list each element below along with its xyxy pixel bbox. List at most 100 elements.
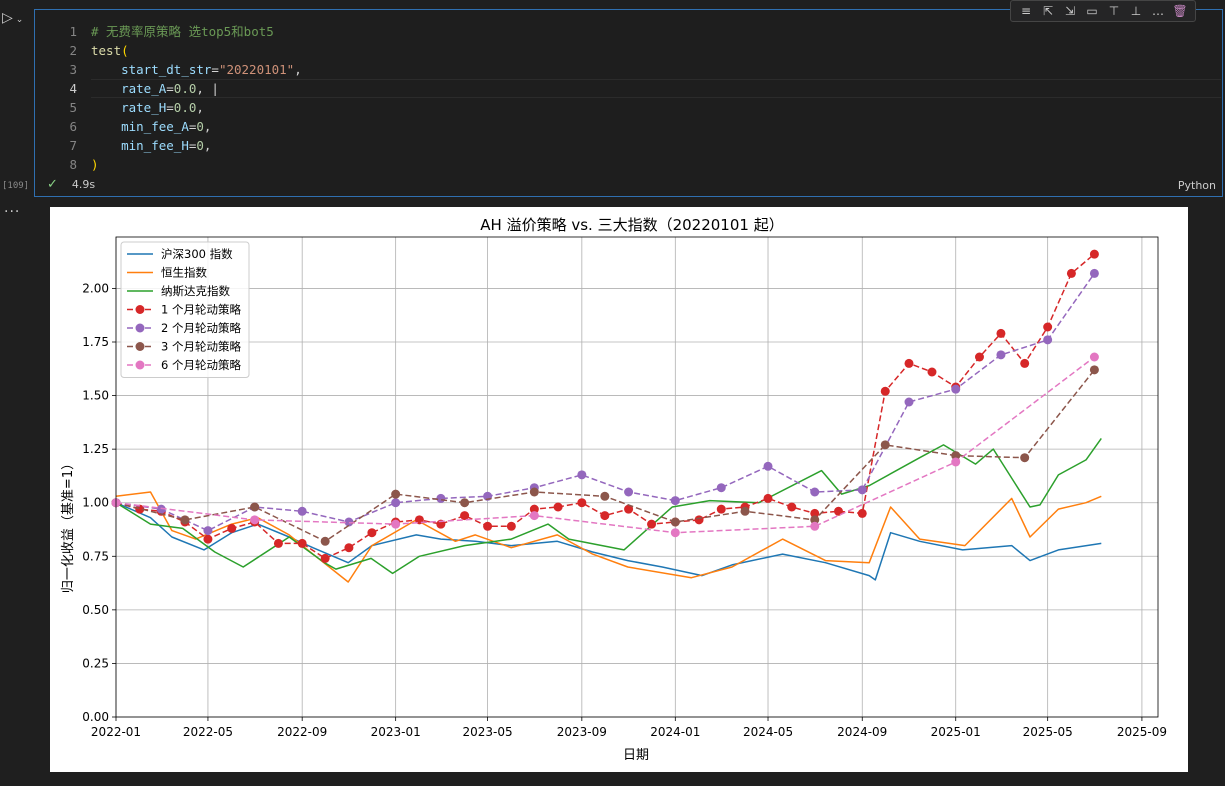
code-line[interactable]: 8) [35, 155, 302, 174]
data-point [951, 384, 961, 394]
data-point [600, 491, 610, 501]
line-number: 8 [69, 157, 77, 172]
data-point [857, 508, 867, 518]
exec-time: 4.9s [71, 178, 96, 191]
x-tick-label: 2022-05 [183, 725, 233, 739]
plot-frame [115, 236, 1159, 718]
y-tick-label: 0.75 [82, 549, 109, 563]
data-point [460, 498, 470, 508]
data-point [529, 504, 539, 514]
run-below-icon[interactable]: ⇲ [1064, 4, 1076, 18]
code-text: min_fee_A=0, [91, 117, 211, 136]
y-tick-label: 0.00 [82, 710, 109, 724]
line-number: 6 [69, 119, 77, 134]
code-token [91, 62, 121, 77]
data-point [180, 515, 190, 525]
cell-status: ✓ 4.9s [47, 177, 95, 192]
data-point [391, 519, 401, 529]
chevron-down-icon[interactable]: ⌄ [15, 15, 24, 25]
legend-label: 3 个月轮动策略 [161, 340, 241, 354]
x-tick-label: 2024-01 [650, 725, 700, 739]
code-line[interactable]: 1 # 无费率原策略 选top5和bot5 [35, 22, 302, 41]
data-point [904, 358, 914, 368]
code-token: = [188, 138, 197, 153]
y-tick-label: 0.25 [82, 656, 109, 670]
cell-toolbar: ≡ ⇱ ⇲ ▭ ⊤ ⊥ … 🗑 [1010, 0, 1196, 22]
x-tick-label: 2023-05 [463, 725, 513, 739]
code-token: min_fee_H [121, 138, 189, 153]
code-token: # 无费率原策略 选top5和bot5 [91, 24, 274, 39]
code-cell[interactable]: ≡ ⇱ ⇲ ▭ ⊤ ⊥ … 🗑 1 # 无费率原策略 选top5和bot5 2 tes… [34, 0, 1223, 197]
language-label[interactable]: Python [1177, 179, 1216, 192]
code-token: ) [91, 157, 99, 172]
data-point [763, 493, 773, 503]
legend-marker [135, 305, 145, 314]
code-line[interactable]: 6 min_fee_A=0, [35, 117, 302, 136]
data-point [460, 511, 470, 521]
code-token: 0.0 [173, 100, 197, 115]
legend-label: 沪深300 指数 [161, 247, 233, 261]
code-token [91, 100, 121, 115]
code-line[interactable]: 7 min_fee_H=0, [35, 136, 302, 155]
y-axis-label: 归一化收益（基准=1） [61, 457, 76, 593]
data-point [624, 487, 634, 497]
code-text: # 无费率原策略 选top5和bot5 [91, 22, 274, 41]
data-point [670, 528, 680, 538]
output-more-icon[interactable]: ··· [4, 204, 21, 220]
data-point [974, 352, 984, 362]
cell-gutter: ▷ ⌄ [109] ··· [0, 0, 34, 786]
data-point [320, 553, 330, 563]
code-token: = [166, 81, 174, 96]
play-icon[interactable]: ▷ ⌄ [2, 10, 24, 26]
code-text: start_dt_str="20220101", [91, 60, 302, 79]
data-point [1043, 335, 1053, 345]
data-point [203, 526, 213, 536]
data-point [529, 511, 539, 521]
data-point [1089, 365, 1099, 375]
data-point [506, 521, 516, 531]
data-point [670, 517, 680, 527]
data-point [203, 534, 213, 544]
data-point [227, 523, 237, 533]
data-point [1043, 322, 1053, 332]
data-point [1066, 268, 1076, 278]
code-token: rate_H [121, 100, 167, 115]
line-chart: AH 溢价策略 vs. 三大指数（20220101 起） 日期 归一化收益（基准… [61, 216, 1167, 763]
code-token: 0.0 [173, 81, 197, 96]
code-line[interactable]: 2 test( [35, 41, 302, 60]
data-point [250, 502, 260, 512]
code-editor[interactable]: 1 # 无费率原策略 选top5和bot5 2 test(3 start_dt_str… [35, 22, 302, 174]
line-number: 2 [69, 43, 77, 58]
x-tick-label: 2024-05 [743, 725, 793, 739]
data-point [951, 451, 961, 461]
code-line[interactable]: 3 start_dt_str="20220101", [35, 60, 302, 79]
format-icon[interactable]: ≡ [1020, 4, 1032, 18]
series-line [115, 356, 1095, 534]
line-number: 4 [69, 81, 77, 96]
more-icon[interactable]: … [1152, 4, 1164, 18]
add-below-icon[interactable]: ⊥ [1130, 4, 1142, 18]
data-point [577, 498, 587, 508]
run-above-icon[interactable]: ⇱ [1042, 4, 1054, 18]
code-token [91, 138, 121, 153]
code-token: min_fee_A [121, 119, 189, 134]
data-point [996, 350, 1006, 360]
split-icon[interactable]: ▭ [1086, 4, 1098, 18]
code-token: 0 [196, 138, 204, 153]
code-line[interactable]: 4 rate_A=0.0, | [35, 79, 302, 98]
legend-label: 2 个月轮动策略 [161, 321, 241, 335]
x-tick-label: 2023-09 [557, 725, 607, 739]
line-number: 7 [69, 138, 77, 153]
code-line[interactable]: 5 rate_H=0.0, [35, 98, 302, 117]
data-point [436, 493, 446, 503]
legend-label: 6 个月轮动策略 [161, 358, 241, 372]
legend-label: 纳斯达克指数 [161, 284, 230, 298]
delete-icon[interactable]: 🗑 [1172, 4, 1188, 18]
code-text: min_fee_H=0, [91, 136, 211, 155]
plot-area [111, 249, 1102, 583]
chart-title: AH 溢价策略 vs. 三大指数（20220101 起） [480, 216, 783, 234]
code-token: start_dt_str [121, 62, 212, 77]
y-tick-label: 1.25 [82, 442, 109, 456]
add-above-icon[interactable]: ⊤ [1108, 4, 1120, 18]
